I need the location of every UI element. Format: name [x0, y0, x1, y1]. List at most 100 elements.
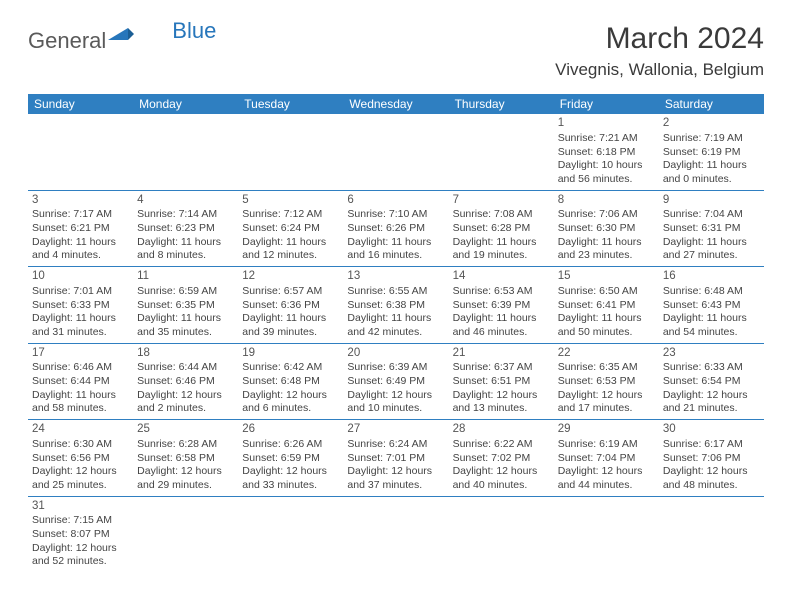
daylight-line: Daylight: 11 hours and 4 minutes.	[32, 236, 129, 263]
day-number: 2	[663, 116, 760, 131]
sunset-line: Sunset: 6:18 PM	[558, 146, 655, 160]
sunset-line: Sunset: 6:46 PM	[137, 375, 234, 389]
day-number: 9	[663, 193, 760, 208]
calendar-cell: 24Sunrise: 6:30 AMSunset: 6:56 PMDayligh…	[28, 420, 133, 497]
daylight-line: Daylight: 12 hours and 40 minutes.	[453, 465, 550, 492]
sunrise-line: Sunrise: 6:35 AM	[558, 361, 655, 375]
calendar-cell	[449, 496, 554, 572]
sunrise-line: Sunrise: 6:59 AM	[137, 285, 234, 299]
daylight-line: Daylight: 12 hours and 37 minutes.	[347, 465, 444, 492]
weekday-header: Monday	[133, 94, 238, 114]
sunrise-line: Sunrise: 6:19 AM	[558, 438, 655, 452]
day-number: 16	[663, 269, 760, 284]
day-number: 18	[137, 346, 234, 361]
sunset-line: Sunset: 6:19 PM	[663, 146, 760, 160]
sunset-line: Sunset: 6:43 PM	[663, 299, 760, 313]
sunrise-line: Sunrise: 6:22 AM	[453, 438, 550, 452]
weekday-header: Friday	[554, 94, 659, 114]
calendar-cell: 18Sunrise: 6:44 AMSunset: 6:46 PMDayligh…	[133, 343, 238, 420]
calendar-cell: 15Sunrise: 6:50 AMSunset: 6:41 PMDayligh…	[554, 267, 659, 344]
calendar-row: 31Sunrise: 7:15 AMSunset: 8:07 PMDayligh…	[28, 496, 764, 572]
sunrise-line: Sunrise: 7:08 AM	[453, 208, 550, 222]
sunset-line: Sunset: 6:48 PM	[242, 375, 339, 389]
day-number: 25	[137, 422, 234, 437]
day-number: 30	[663, 422, 760, 437]
day-number: 21	[453, 346, 550, 361]
daylight-line: Daylight: 11 hours and 50 minutes.	[558, 312, 655, 339]
calendar-cell: 13Sunrise: 6:55 AMSunset: 6:38 PMDayligh…	[343, 267, 448, 344]
weekday-header: Saturday	[659, 94, 764, 114]
sunset-line: Sunset: 6:49 PM	[347, 375, 444, 389]
sunset-line: Sunset: 7:02 PM	[453, 452, 550, 466]
daylight-line: Daylight: 12 hours and 6 minutes.	[242, 389, 339, 416]
day-number: 20	[347, 346, 444, 361]
header: General Blue March 2024 Vivegnis, Wallon…	[28, 22, 764, 80]
sunrise-line: Sunrise: 7:17 AM	[32, 208, 129, 222]
day-number: 13	[347, 269, 444, 284]
sunset-line: Sunset: 6:35 PM	[137, 299, 234, 313]
calendar-row: 10Sunrise: 7:01 AMSunset: 6:33 PMDayligh…	[28, 267, 764, 344]
calendar-cell: 14Sunrise: 6:53 AMSunset: 6:39 PMDayligh…	[449, 267, 554, 344]
calendar-cell: 9Sunrise: 7:04 AMSunset: 6:31 PMDaylight…	[659, 190, 764, 267]
weekday-header: Thursday	[449, 94, 554, 114]
daylight-line: Daylight: 11 hours and 27 minutes.	[663, 236, 760, 263]
calendar-cell	[449, 114, 554, 190]
sunrise-line: Sunrise: 7:01 AM	[32, 285, 129, 299]
calendar-cell: 27Sunrise: 6:24 AMSunset: 7:01 PMDayligh…	[343, 420, 448, 497]
calendar-cell	[238, 496, 343, 572]
day-number: 28	[453, 422, 550, 437]
calendar-cell: 29Sunrise: 6:19 AMSunset: 7:04 PMDayligh…	[554, 420, 659, 497]
sunrise-line: Sunrise: 7:12 AM	[242, 208, 339, 222]
calendar-cell	[238, 114, 343, 190]
day-number: 7	[453, 193, 550, 208]
day-number: 3	[32, 193, 129, 208]
daylight-line: Daylight: 12 hours and 33 minutes.	[242, 465, 339, 492]
sunrise-line: Sunrise: 6:48 AM	[663, 285, 760, 299]
daylight-line: Daylight: 11 hours and 46 minutes.	[453, 312, 550, 339]
sunset-line: Sunset: 6:21 PM	[32, 222, 129, 236]
calendar-cell: 25Sunrise: 6:28 AMSunset: 6:58 PMDayligh…	[133, 420, 238, 497]
calendar-cell: 17Sunrise: 6:46 AMSunset: 6:44 PMDayligh…	[28, 343, 133, 420]
day-number: 17	[32, 346, 129, 361]
daylight-line: Daylight: 12 hours and 52 minutes.	[32, 542, 129, 569]
sunrise-line: Sunrise: 6:55 AM	[347, 285, 444, 299]
calendar-cell	[343, 496, 448, 572]
day-number: 26	[242, 422, 339, 437]
sunrise-line: Sunrise: 7:06 AM	[558, 208, 655, 222]
calendar-cell: 19Sunrise: 6:42 AMSunset: 6:48 PMDayligh…	[238, 343, 343, 420]
sunrise-line: Sunrise: 6:26 AM	[242, 438, 339, 452]
sunrise-line: Sunrise: 6:33 AM	[663, 361, 760, 375]
day-number: 22	[558, 346, 655, 361]
daylight-line: Daylight: 12 hours and 44 minutes.	[558, 465, 655, 492]
daylight-line: Daylight: 11 hours and 35 minutes.	[137, 312, 234, 339]
weekday-header: Tuesday	[238, 94, 343, 114]
sunset-line: Sunset: 6:58 PM	[137, 452, 234, 466]
calendar-row: 17Sunrise: 6:46 AMSunset: 6:44 PMDayligh…	[28, 343, 764, 420]
sunrise-line: Sunrise: 6:24 AM	[347, 438, 444, 452]
day-number: 6	[347, 193, 444, 208]
daylight-line: Daylight: 12 hours and 10 minutes.	[347, 389, 444, 416]
sunset-line: Sunset: 6:30 PM	[558, 222, 655, 236]
calendar-cell: 6Sunrise: 7:10 AMSunset: 6:26 PMDaylight…	[343, 190, 448, 267]
daylight-line: Daylight: 12 hours and 48 minutes.	[663, 465, 760, 492]
calendar-cell: 5Sunrise: 7:12 AMSunset: 6:24 PMDaylight…	[238, 190, 343, 267]
daylight-line: Daylight: 11 hours and 54 minutes.	[663, 312, 760, 339]
calendar-cell: 21Sunrise: 6:37 AMSunset: 6:51 PMDayligh…	[449, 343, 554, 420]
day-number: 11	[137, 269, 234, 284]
day-number: 14	[453, 269, 550, 284]
calendar-cell: 3Sunrise: 7:17 AMSunset: 6:21 PMDaylight…	[28, 190, 133, 267]
sunset-line: Sunset: 6:26 PM	[347, 222, 444, 236]
sunset-line: Sunset: 6:28 PM	[453, 222, 550, 236]
calendar-cell: 31Sunrise: 7:15 AMSunset: 8:07 PMDayligh…	[28, 496, 133, 572]
calendar-cell	[133, 114, 238, 190]
day-number: 19	[242, 346, 339, 361]
calendar-cell	[133, 496, 238, 572]
sunset-line: Sunset: 6:24 PM	[242, 222, 339, 236]
calendar-cell: 12Sunrise: 6:57 AMSunset: 6:36 PMDayligh…	[238, 267, 343, 344]
day-number: 29	[558, 422, 655, 437]
calendar-row: 24Sunrise: 6:30 AMSunset: 6:56 PMDayligh…	[28, 420, 764, 497]
calendar-table: SundayMondayTuesdayWednesdayThursdayFrid…	[28, 94, 764, 572]
daylight-line: Daylight: 11 hours and 31 minutes.	[32, 312, 129, 339]
sunset-line: Sunset: 6:54 PM	[663, 375, 760, 389]
sunset-line: Sunset: 6:31 PM	[663, 222, 760, 236]
